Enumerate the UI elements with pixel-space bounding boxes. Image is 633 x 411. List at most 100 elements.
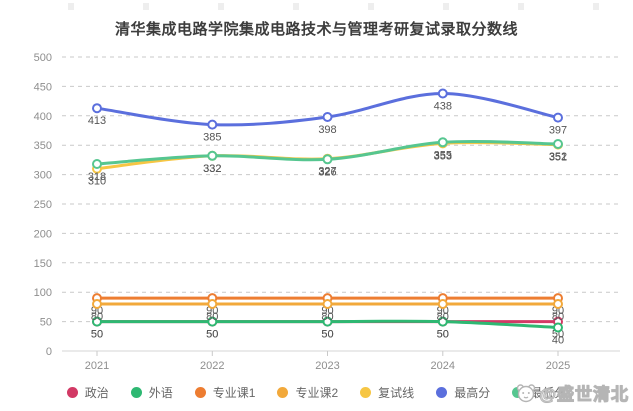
legend-item-lowest-score[interactable]: 最低分 [512,384,566,401]
series-point-lowest-score [92,159,102,169]
chart-svg: 0 50 100 150 200 250 300 350 400 450 500 2021 2022 20… [34,52,620,372]
series-point-highest-score [92,103,102,114]
legend-dot-major-course-2 [277,387,289,398]
series-point-label-lowest-score: 326 [318,166,336,178]
series-point-label-foreign-language: 50 [91,329,103,341]
y-axis-label: 150 [34,258,52,270]
series-point-major-course-2 [207,299,218,309]
y-axis-label: 250 [34,199,52,211]
series-point-major-course-2 [92,299,102,309]
series-point-foreign-language [553,322,563,333]
series-point-major-course-2 [553,299,563,309]
legend-label-major-course-2: 专业课2 [295,386,339,400]
series-point-label-foreign-language: 50 [206,329,218,341]
series-point-label-highest-score: 413 [88,115,106,127]
series-point-lowest-score [322,154,333,165]
series-point-label-major-course-2: 80 [206,311,218,323]
series-point-label-retest-line: 353 [434,150,452,162]
legend-label-politics: 政治 [84,386,109,400]
chart-legend: 政治 外语 专业课1 专业课2 复试线 最高分 最低分 [0,384,633,401]
y-axis-label: 500 [34,52,52,64]
legend-dot-politics [66,387,78,398]
legend-label-lowest-score: 最低分 [530,386,567,400]
series-point-foreign-language [322,316,333,327]
legend-item-politics[interactable]: 政治 [66,384,109,401]
series-point-lowest-score [553,139,563,149]
legend-item-highest-score[interactable]: 最高分 [436,384,490,401]
legend-dot-retest-line [360,387,372,398]
series-point-label-lowest-score: 318 [88,171,106,183]
legend-item-major-course-2[interactable]: 专业课2 [277,384,338,401]
legend-item-major-course-1[interactable]: 专业课1 [194,384,256,401]
series-point-label-politics: 50 [91,329,103,341]
series-point-major-course-2 [322,299,333,309]
series-point-label-major-course-2: 80 [321,311,333,323]
legend-item-retest-line[interactable]: 复试线 [360,384,414,401]
legend-label-foreign-language: 外语 [148,386,173,400]
y-axis-label: 300 [34,170,52,182]
series-point-label-foreign-language: 50 [321,329,333,341]
series-point-label-politics: 50 [206,329,218,341]
legend-label-highest-score: 最高分 [454,386,491,400]
series-point-label-lowest-score: 355 [434,149,452,161]
legend-label-retest-line: 复试线 [378,386,415,400]
y-axis-label: 100 [34,287,52,299]
series-point-label-politics: 50 [552,329,564,341]
y-axis-label: 400 [34,111,52,123]
series-point-label-retest-line: 332 [203,163,221,175]
bear-logo-icon [517,383,536,402]
series-point-foreign-language [92,316,102,327]
legend-dot-highest-score [436,387,448,398]
series-point-label-highest-score: 385 [203,132,221,144]
series-point-label-foreign-language: 40 [552,335,564,347]
series-point-highest-score [207,119,218,130]
faint-top-watermark-row [10,3,623,10]
series-point-label-major-course-1: 90 [206,305,218,317]
series-point-highest-score [437,88,448,99]
series-point-label-major-course-1: 90 [437,305,449,317]
series-point-label-retest-line: 310 [88,176,106,188]
series-point-label-highest-score: 438 [434,101,452,113]
series-point-label-retest-line: 327 [318,166,336,178]
series-point-label-major-course-2: 80 [552,311,564,323]
x-axis-label: 2023 [315,360,339,372]
y-axis-label: 50 [40,317,52,329]
series-point-label-foreign-language: 50 [437,329,449,341]
series-point-highest-score [553,112,563,123]
y-axis-label: 350 [34,140,52,152]
y-axis-label: 0 [46,346,52,358]
series-point-label-major-course-2: 80 [91,311,103,323]
legend-dot-foreign-language [130,387,142,398]
series-point-label-politics: 50 [437,329,449,341]
series-point-highest-score [322,112,333,122]
x-axis-label: 2021 [85,360,109,372]
series-point-label-lowest-score: 332 [203,163,221,175]
series-point-major-course-2 [437,299,448,309]
series-point-foreign-language [437,316,448,327]
series-point-label-highest-score: 397 [549,125,567,137]
series-point-label-highest-score: 398 [318,124,336,136]
y-axis-label: 200 [34,228,52,240]
x-axis-label: 2022 [200,360,224,372]
x-axis-label: 2024 [431,360,455,372]
series-point-label-major-course-1: 90 [91,305,103,317]
chart-title: 清华集成电路学院集成电路技术与管理考研复试录取分数线 [114,21,518,38]
y-axis-label: 450 [34,81,52,93]
x-axis-label: 2025 [546,360,570,372]
legend-item-foreign-language[interactable]: 外语 [130,384,173,401]
series-point-foreign-language [207,316,218,327]
legend-dot-major-course-1 [194,387,206,398]
series-point-label-major-course-2: 80 [437,311,449,323]
legend-label-major-course-1: 专业课1 [212,386,256,400]
series-point-label-lowest-score: 352 [549,151,567,163]
series-point-label-retest-line: 351 [549,152,567,164]
series-point-label-politics: 50 [321,329,333,341]
series-point-lowest-score [437,137,448,148]
watermark-text: @盛世清北 [539,385,629,405]
series-point-label-major-course-1: 90 [552,305,564,317]
legend-dot-lowest-score [512,387,524,398]
watermark: @盛世清北 [515,380,629,405]
series-point-label-major-course-1: 90 [321,305,333,317]
series-point-lowest-score [207,150,218,161]
